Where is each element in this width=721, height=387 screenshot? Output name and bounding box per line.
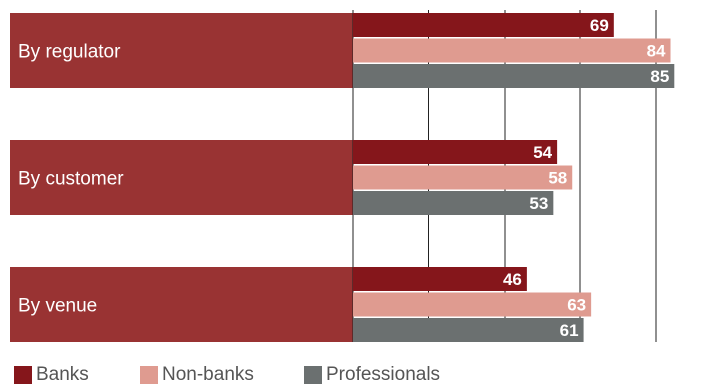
value-label-banks-by-customer: 54 (533, 143, 552, 162)
category-label-by-venue: By venue (18, 296, 97, 317)
category-band-by-venue (10, 267, 353, 342)
legend-item-banks: Banks (14, 364, 89, 386)
value-label-non-banks-by-regulator: 84 (647, 42, 666, 61)
bar-chart: By regulator By customer By venue 69 84 85 54… (10, 10, 675, 342)
bar-non-banks-by-customer (353, 165, 573, 190)
bar-non-banks-by-regulator (353, 38, 671, 63)
legend-label-non-banks: Non-banks (162, 364, 254, 385)
category-bands (10, 13, 353, 342)
value-label-banks-by-venue: 46 (503, 270, 522, 289)
legend-swatch-non-banks (140, 366, 158, 384)
bar-banks-by-regulator (353, 13, 614, 37)
bar-professionals-by-venue (353, 318, 584, 342)
value-label-non-banks-by-customer: 58 (548, 169, 567, 188)
bar-professionals-by-regulator (353, 64, 675, 88)
value-label-banks-by-regulator: 69 (590, 16, 609, 35)
bar-non-banks-by-venue (353, 292, 592, 317)
value-label-professionals-by-customer: 53 (529, 194, 548, 213)
legend-item-non-banks: Non-banks (140, 364, 254, 386)
legend-swatch-professionals (304, 366, 322, 384)
category-label-by-regulator: By regulator (18, 42, 121, 63)
legend: Banks Non-banks Professionals (0, 364, 721, 386)
legend-swatch-banks (14, 366, 32, 384)
category-label-by-customer: By customer (18, 169, 124, 190)
bars (353, 13, 675, 342)
value-label-professionals-by-venue: 61 (560, 321, 579, 340)
bar-banks-by-customer (353, 140, 558, 164)
legend-label-professionals: Professionals (326, 364, 441, 385)
bar-professionals-by-customer (353, 191, 554, 215)
legend-label-banks: Banks (36, 364, 89, 385)
category-band-by-regulator (10, 13, 353, 88)
category-labels: By regulator By customer By venue (18, 42, 124, 317)
value-label-professionals-by-regulator: 85 (650, 67, 669, 86)
value-label-non-banks-by-venue: 63 (567, 296, 586, 315)
category-band-by-customer (10, 140, 353, 215)
legend-item-professionals: Professionals (304, 364, 440, 386)
bar-banks-by-venue (353, 267, 527, 291)
